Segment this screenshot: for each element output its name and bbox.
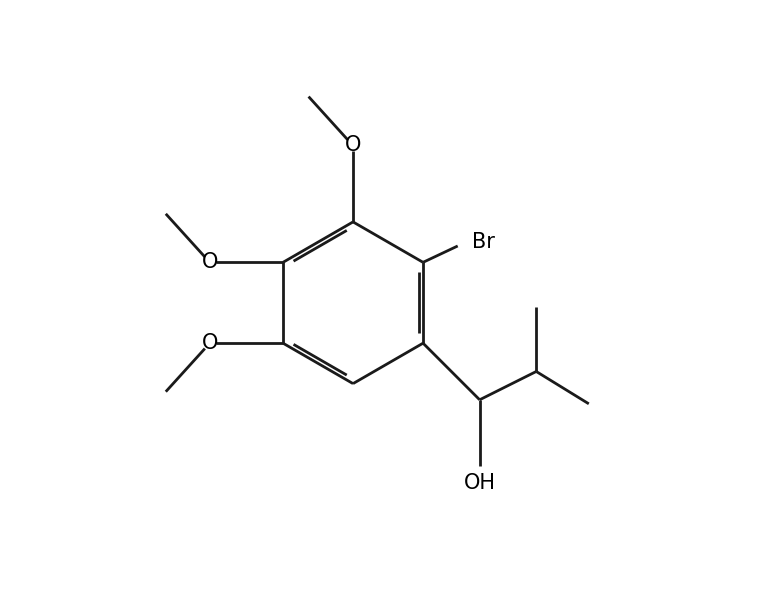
Text: O: O xyxy=(202,252,219,272)
Text: Br: Br xyxy=(472,232,494,252)
Text: O: O xyxy=(345,135,361,155)
Text: O: O xyxy=(202,333,219,353)
Text: OH: OH xyxy=(463,472,496,493)
